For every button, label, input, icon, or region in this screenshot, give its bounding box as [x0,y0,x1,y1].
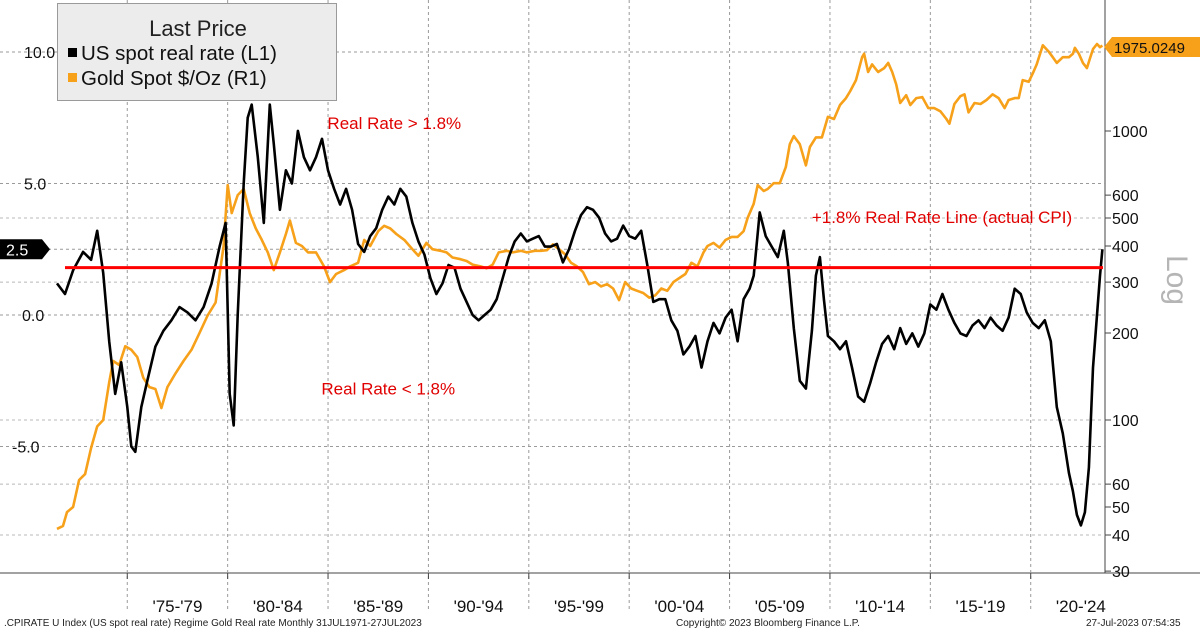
grid-lines [0,0,1200,612]
right-current-value: 1975.0249 [1114,40,1185,57]
left-tick-label: -5.0 [12,440,40,457]
right-tick-label: 1000 [1112,124,1148,141]
x-tick-label: '20-'24 [1056,597,1106,616]
x-axis-labels: '75-'79 '80-'84 '85-'89 '90-'94 '95-'99 '00-'… [126,573,1106,616]
x-tick-label: '95-'99 [554,597,604,616]
x-tick-label: '75-'79 [152,597,202,616]
right-current-badge [1104,37,1200,57]
gold-price-line [56,42,1104,531]
legend-entry-gold: Gold Spot $/Oz (R1) [68,67,267,91]
footer-timestamp: 27-Jul-2023 07:54:35 [1086,618,1181,629]
left-current-value: 2.5 [6,242,28,259]
x-tick-label: '10-'14 [855,597,905,616]
left-tick-label: 10.0 [24,45,55,62]
x-tick-label: '90-'94 [454,597,504,616]
value-badges: 2.5 1975.0249 [0,37,1200,260]
right-tick-label: 500 [1112,211,1139,228]
left-current-badge [0,239,50,260]
annotation-text: Real Rate < 1.8% [321,380,455,399]
legend-label-gold: Gold Spot $/Oz (R1) [81,67,267,90]
legend-title: Last Price [149,16,247,41]
legend: Last Price US spot real rate (L1) Gold S… [57,3,337,101]
right-tick-label: 200 [1112,326,1139,343]
left-axis-ticks: 10.0 5.0 0.0 -5.0 [12,45,55,457]
right-tick-label: 50 [1112,500,1130,517]
right-axis-ticks: 1000 600 500 400 300 200 100 60 50 40 30 Log [1105,124,1193,581]
real-rate-line [55,103,1104,527]
x-tick-label: '85-'89 [353,597,403,616]
right-tick-label: 300 [1112,275,1139,292]
x-tick-label: '80-'84 [253,597,303,616]
annotation-text: Real Rate > 1.8% [327,114,461,133]
right-axis-title: Log [1160,255,1193,305]
legend-swatch-orange [68,73,77,82]
right-tick-label: 60 [1112,477,1130,494]
reference-line-label: +1.8% Real Rate Line (actual CPI) [812,208,1072,227]
legend-entry-real-rate: US spot real rate (L1) [68,42,277,66]
legend-label-real-rate: US spot real rate (L1) [81,42,277,65]
reference-line-layer: +1.8% Real Rate Line (actual CPI) [65,208,1103,270]
right-tick-label: 100 [1112,413,1139,430]
footer-copyright: Copyright© 2023 Bloomberg Finance L.P. [676,618,860,629]
series-layer [55,42,1104,531]
left-tick-label: 0.0 [22,308,44,325]
x-tick-label: '05-'09 [755,597,805,616]
legend-swatch-black [68,48,77,57]
right-tick-label: 40 [1112,528,1130,545]
right-tick-label: 400 [1112,239,1139,256]
annotations-layer: Real Rate > 1.8% Real Rate < 1.8% [321,114,461,399]
footer-source: .CPIRATE U Index (US spot real rate) Reg… [4,618,422,629]
x-tick-label: '15-'19 [956,597,1006,616]
left-tick-label: 5.0 [24,177,46,194]
x-tick-label: '00-'04 [654,597,704,616]
right-tick-label: 30 [1112,564,1130,581]
right-tick-label: 600 [1112,188,1139,205]
